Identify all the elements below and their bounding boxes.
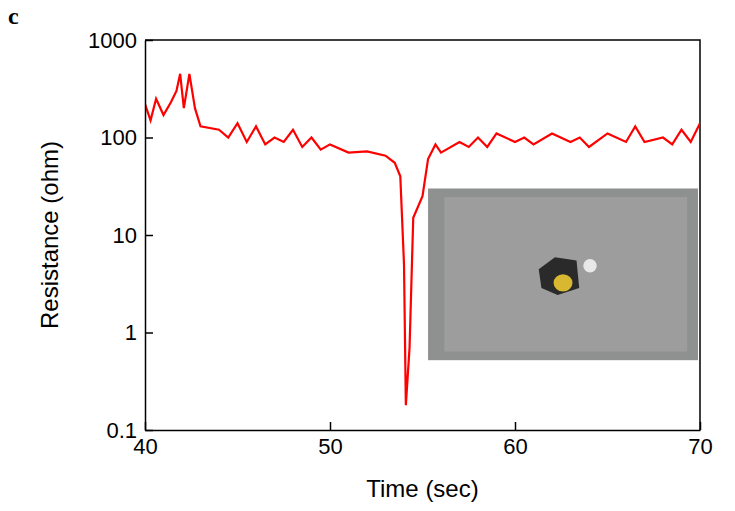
y-tick: 1000 — [88, 28, 153, 53]
y-tick-label: 1 — [125, 320, 137, 345]
inset-photo — [428, 188, 698, 360]
y-tick-label: 100 — [100, 125, 137, 150]
y-tick-mark — [145, 235, 153, 237]
y-tick-label: 0.1 — [106, 418, 137, 443]
series-group — [145, 74, 700, 405]
y-axis: 0.1 1 10 100 1000 — [88, 28, 153, 443]
x-tick-label: 50 — [318, 434, 342, 459]
data-line — [145, 74, 700, 405]
inset-glare — [583, 259, 596, 272]
y-tick-label: 10 — [113, 223, 137, 248]
x-tick-mark — [700, 422, 702, 430]
x-tick-mark — [515, 422, 517, 430]
y-tick: 1 — [125, 320, 153, 345]
x-tick-mark — [330, 422, 332, 430]
x-tick: 70 — [688, 422, 712, 459]
y-tick-label: 1000 — [88, 28, 137, 53]
x-tick-label: 70 — [688, 434, 712, 459]
inset-surface — [444, 197, 687, 352]
x-axis-line — [146, 430, 701, 432]
plot-frame — [145, 40, 700, 430]
y-tick-mark — [145, 332, 153, 334]
y-tick: 100 — [100, 125, 153, 150]
y-tick: 0.1 — [106, 418, 153, 443]
panel-label: c — [8, 3, 19, 29]
inset-background — [428, 188, 698, 360]
y-tick-mark — [145, 40, 153, 42]
x-tick-label: 60 — [503, 434, 527, 459]
x-tick: 50 — [318, 422, 342, 459]
y-axis-title: Resistance (ohm) — [36, 141, 63, 329]
x-axis-title: Time (sec) — [366, 475, 478, 502]
plot: 405060700.11101001000 — [88, 28, 713, 459]
y-tick-mark — [145, 137, 153, 139]
x-tick: 60 — [503, 422, 527, 459]
y-tick: 10 — [113, 223, 153, 248]
chart: 405060700.11101001000Resistance (ohm)Tim… — [0, 0, 735, 511]
x-axis: 40506070 — [133, 422, 712, 459]
inset-hole — [539, 257, 579, 295]
y-tick-mark — [145, 430, 153, 432]
inset-spot — [554, 274, 573, 291]
